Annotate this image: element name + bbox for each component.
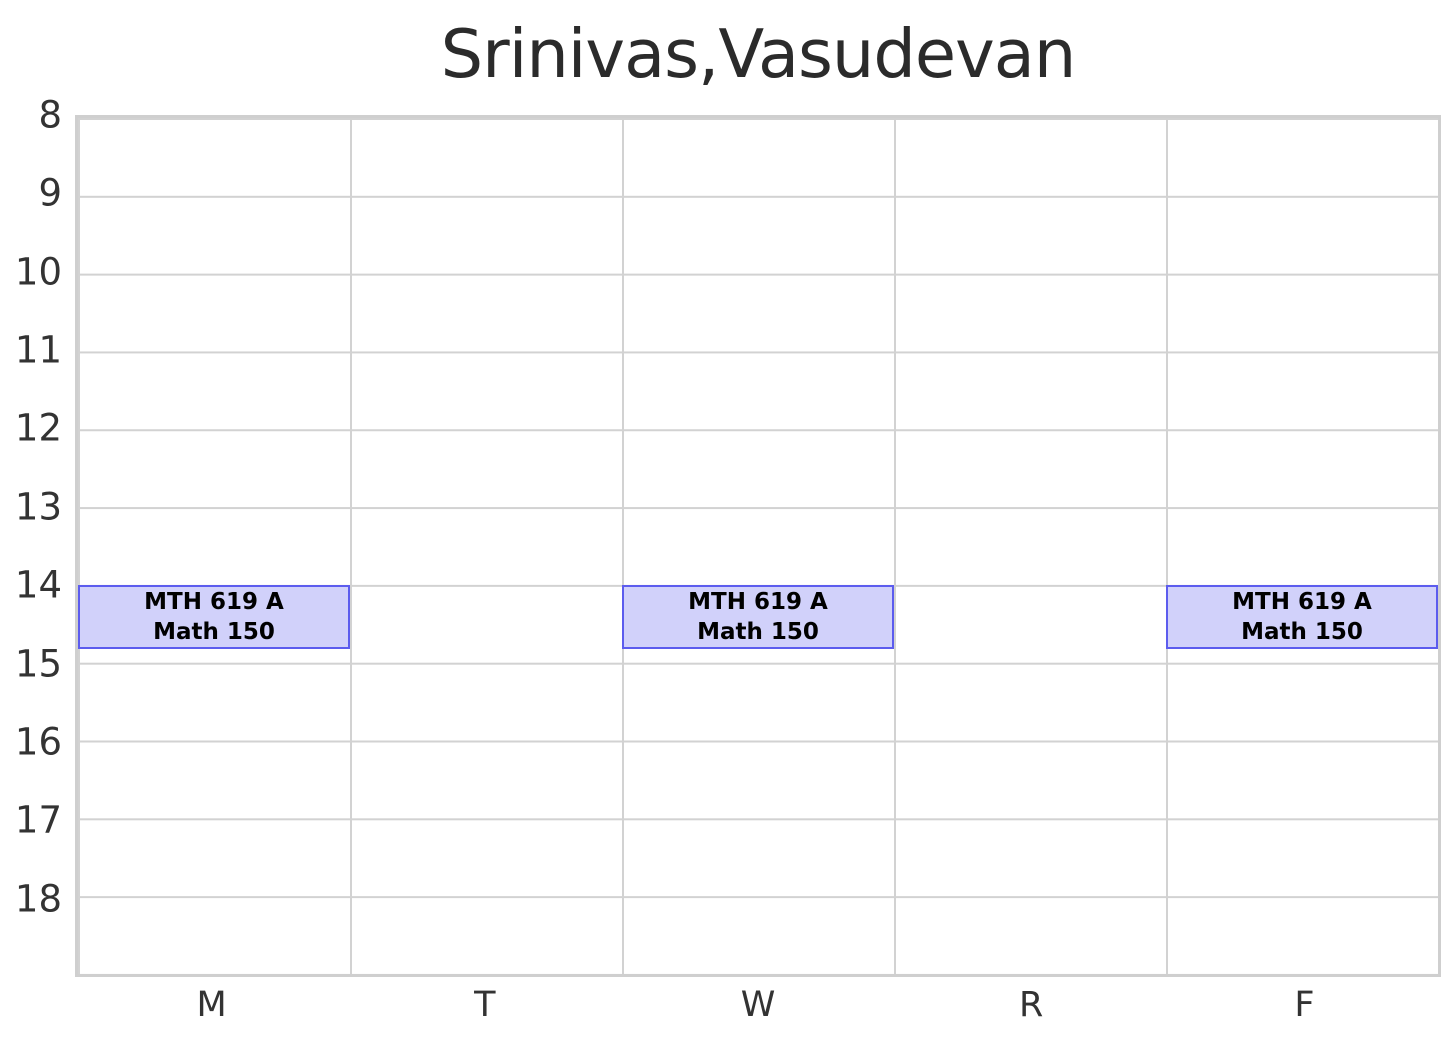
- event-room-label: Math 150: [697, 619, 819, 646]
- y-tick-label: 16: [14, 720, 62, 764]
- event-course-label: MTH 619 A: [144, 589, 284, 616]
- plot-area: MTH 619 A Math 150 MTH 619 A Math 150 MTH 61…: [75, 115, 1441, 977]
- event-block-F: MTH 619 A Math 150: [1166, 584, 1438, 650]
- y-tick-label: 12: [14, 406, 62, 450]
- event-course-label: MTH 619 A: [1232, 589, 1372, 616]
- event-course-label: MTH 619 A: [688, 589, 828, 616]
- x-tick-label-T: T: [474, 985, 496, 1025]
- event-room-label: Math 150: [153, 619, 275, 646]
- y-tick-label: 8: [38, 93, 62, 137]
- x-tick-label-F: F: [1294, 985, 1315, 1025]
- y-tick-label: 13: [14, 485, 62, 529]
- event-block-W: MTH 619 A Math 150: [622, 584, 894, 650]
- y-tick-label: 10: [14, 250, 62, 294]
- y-tick-label: 9: [38, 171, 62, 215]
- x-tick-label-W: W: [740, 985, 776, 1025]
- event-room-label: Math 150: [1241, 619, 1363, 646]
- chart-title: Srinivas,Vasudevan: [440, 15, 1077, 93]
- y-tick-label: 18: [14, 877, 62, 921]
- y-tick-label: 11: [14, 328, 62, 372]
- x-tick-label-M: M: [196, 985, 227, 1025]
- y-tick-label: 17: [14, 798, 62, 842]
- y-tick-label: 14: [14, 563, 62, 607]
- x-tick-label-R: R: [1019, 985, 1044, 1025]
- event-block-M: MTH 619 A Math 150: [78, 584, 350, 650]
- y-tick-label: 15: [14, 642, 62, 686]
